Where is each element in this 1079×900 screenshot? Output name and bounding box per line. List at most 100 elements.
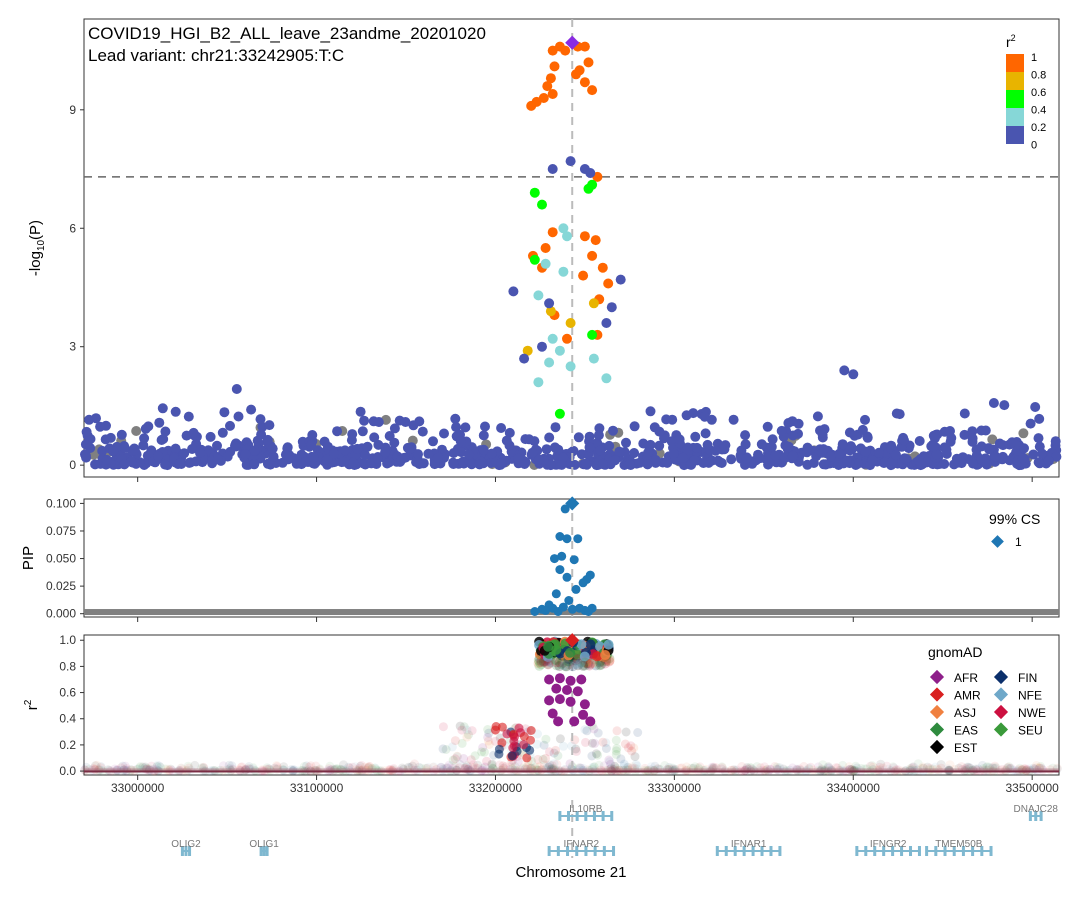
manhattan-ylabel: -log10(P): [27, 220, 47, 276]
ld-point: [533, 658, 544, 669]
variant-point: [579, 77, 590, 88]
ld-point: [487, 759, 497, 769]
variant-point: [578, 270, 589, 281]
ld-point: [543, 659, 554, 670]
variant-point: [666, 436, 677, 447]
variant-point: [588, 298, 599, 309]
variant-point: [990, 451, 1001, 462]
ld-point: [152, 760, 162, 770]
y-tick-label: 0.025: [46, 579, 76, 593]
variant-point: [80, 450, 91, 461]
gene-exon: [602, 846, 606, 856]
variant-point: [1025, 418, 1036, 429]
ld-point: [571, 744, 581, 754]
variant-point: [249, 459, 260, 470]
pip-point: [571, 584, 581, 594]
pip-point: [555, 532, 565, 541]
ld-point: [197, 763, 207, 773]
ld-point: [878, 763, 888, 773]
ld-point: [441, 763, 451, 773]
ld-point: [646, 762, 656, 772]
variant-point: [547, 227, 558, 238]
variant-point: [603, 278, 614, 289]
ld-point: [888, 762, 898, 772]
gene-exon: [259, 846, 263, 856]
ld-point: [991, 763, 1001, 773]
ld-point: [913, 759, 923, 769]
variant-point: [526, 100, 537, 111]
ld-point: [574, 659, 585, 670]
variant-point: [550, 422, 561, 433]
variant-point: [451, 422, 462, 433]
ld-point: [227, 761, 237, 771]
variant-point: [608, 425, 618, 436]
ld-point: [604, 755, 614, 765]
variant-point: [914, 436, 925, 446]
variant-point: [389, 437, 400, 448]
ld-point: [548, 765, 558, 775]
ld-point: [632, 761, 642, 771]
ld-point: [244, 762, 254, 772]
variant-point: [580, 458, 591, 469]
variant-point: [959, 408, 970, 419]
ld-point: [611, 763, 621, 773]
variant-point: [217, 427, 228, 438]
ld-point: [610, 761, 620, 771]
ld-point: [866, 761, 875, 771]
ld-point: [357, 760, 366, 770]
ld-point: [588, 763, 598, 772]
ld-point: [519, 732, 529, 741]
r2-legend-label: 0.6: [1031, 87, 1046, 99]
ld-point: [447, 742, 457, 752]
variant-point: [262, 458, 273, 469]
variant-point: [844, 444, 855, 455]
gene-exon: [925, 846, 929, 856]
ld-point: [533, 765, 543, 775]
variant-point: [170, 443, 181, 454]
ld-point: [304, 762, 314, 772]
ld-point: [199, 762, 209, 772]
gene-exon: [873, 846, 877, 856]
variant-point: [770, 450, 781, 461]
pip-point: [573, 534, 583, 544]
ld-point: [717, 763, 727, 773]
gnomad-legend-label: AMR: [954, 689, 981, 703]
ld-point: [345, 763, 355, 773]
ld-point: [477, 747, 487, 757]
variant-point: [329, 448, 339, 459]
variant-point: [579, 231, 590, 242]
ld-point: [484, 728, 494, 738]
lead-variant-diamond: [565, 35, 580, 50]
ld-point: [545, 747, 554, 757]
ld-point: [534, 657, 545, 668]
ld-point: [190, 760, 200, 770]
gene-exon: [980, 846, 984, 856]
variant-point: [755, 453, 765, 464]
ld-point: [631, 760, 641, 769]
ld-point: [423, 763, 433, 772]
ld-point: [441, 745, 451, 754]
ld-point: [452, 751, 462, 761]
r2-legend-swatch: [1006, 54, 1024, 72]
ld-point: [436, 762, 446, 772]
gene-label: OLIG1: [249, 839, 279, 850]
gene-exon: [751, 846, 755, 856]
variant-point: [170, 406, 181, 417]
variant-point: [661, 457, 672, 468]
ld-point: [606, 759, 616, 769]
variant-point: [1007, 437, 1018, 448]
variant-point: [478, 430, 489, 441]
ld-point: [660, 761, 670, 770]
y-tick-label: 0.075: [46, 524, 76, 538]
ld-point: [709, 762, 719, 772]
ld-point: [219, 761, 228, 771]
variant-point: [355, 406, 366, 417]
pip-point: [562, 534, 572, 544]
ld-point: [457, 738, 467, 748]
ld-point: [152, 762, 162, 772]
ld-point: [591, 749, 601, 759]
variant-point: [558, 223, 569, 234]
variant-point: [590, 235, 601, 246]
ld-point: [708, 765, 718, 775]
ld-point: [615, 765, 625, 775]
